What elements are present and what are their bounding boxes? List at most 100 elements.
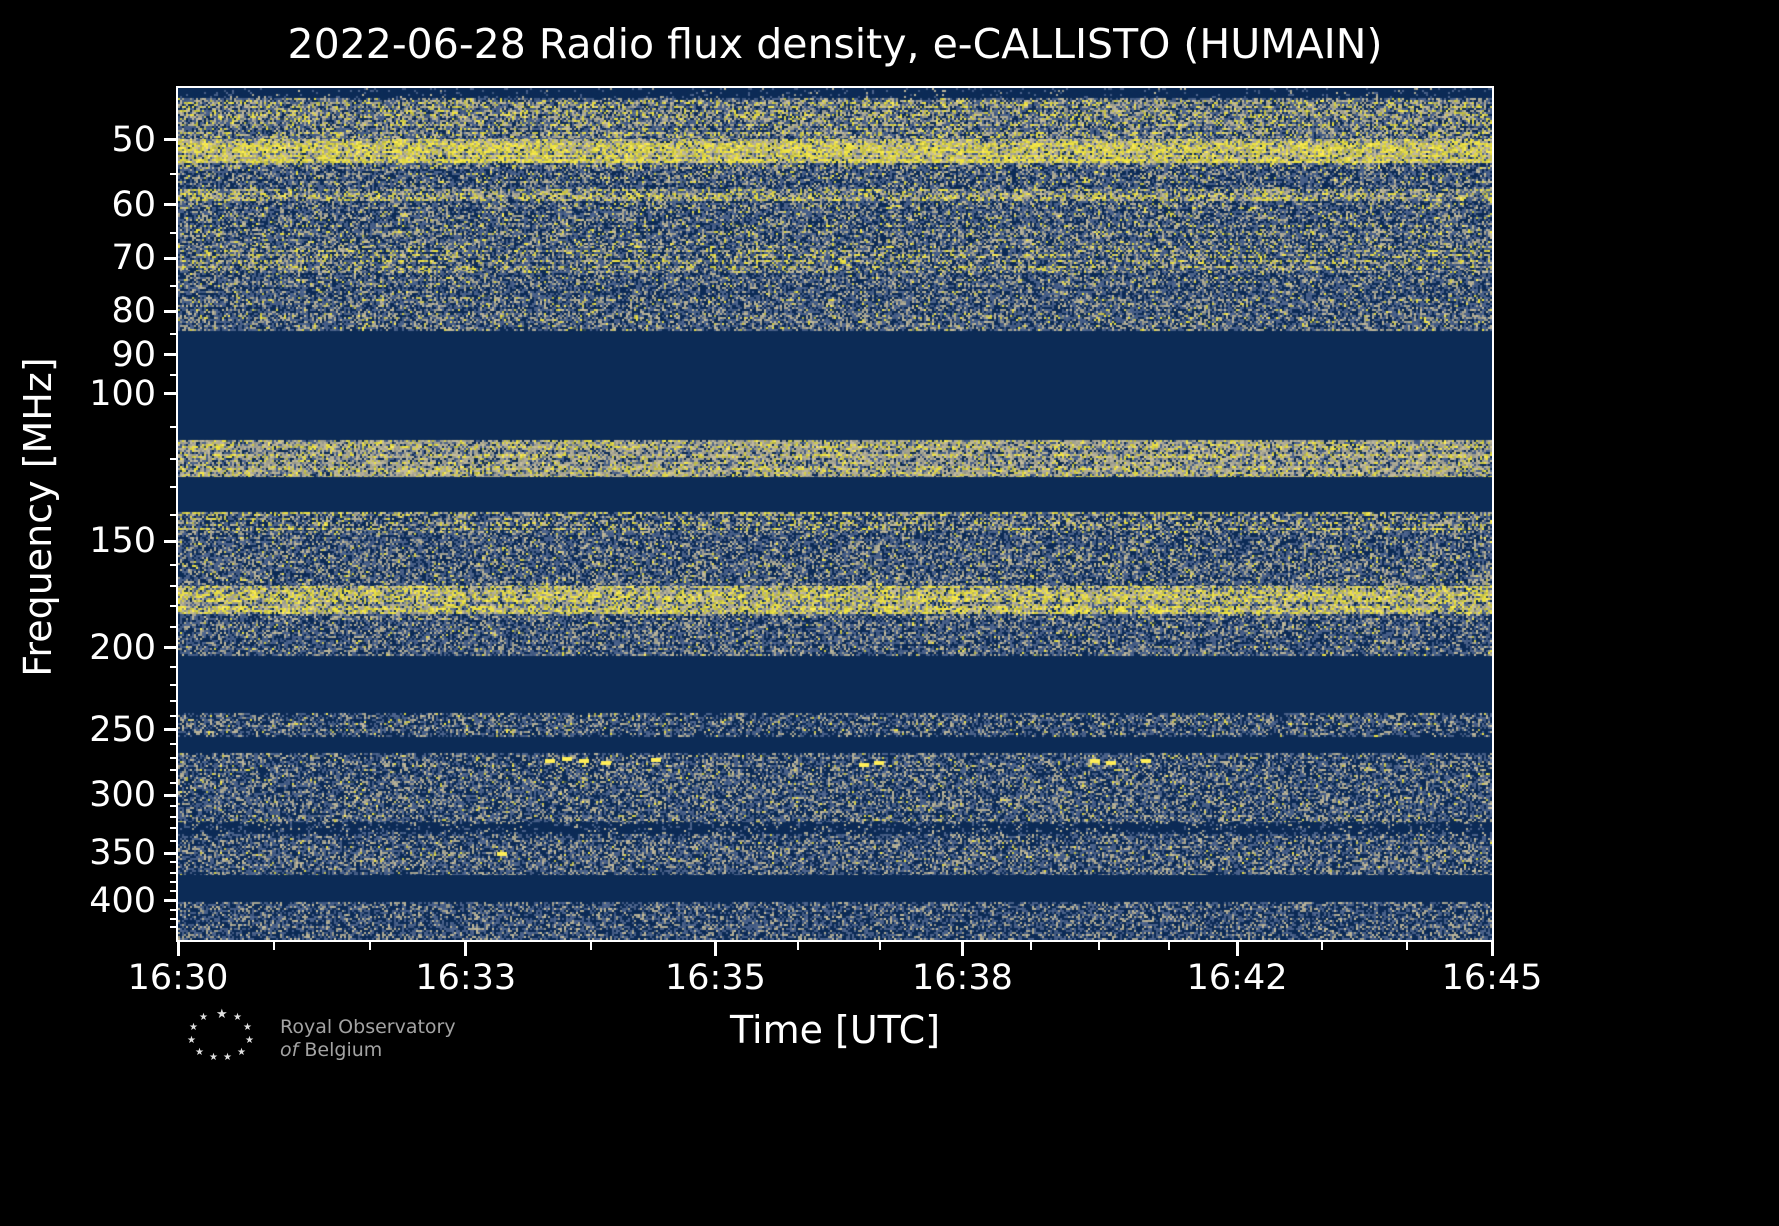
rob-logo-line1: Royal Observatory [280, 1016, 456, 1038]
y-tick-label: 350 [89, 833, 156, 874]
y-axis-tick [164, 138, 178, 142]
rob-logo-of: of [280, 1039, 299, 1061]
x-axis-tick [1235, 942, 1239, 956]
star-icon: ★ [195, 1047, 204, 1058]
x-axis-tick [176, 942, 180, 956]
y-axis-minor-tick [170, 457, 178, 460]
star-icon: ★ [245, 1035, 254, 1046]
y-tick-label: 70 [111, 238, 156, 279]
rob-logo-text: Royal Observatory of Belgium [280, 1016, 456, 1062]
rob-logo-stars-icon: ★ ★ ★ ★ ★ ★ ★ ★ ★ ★ ★ [186, 1006, 258, 1064]
y-axis-minor-tick [170, 605, 178, 608]
x-tick-label: 16:38 [912, 958, 1013, 998]
x-tick-label: 16:45 [1441, 958, 1543, 998]
y-axis-minor-tick [170, 699, 178, 702]
x-axis-tick [1490, 942, 1494, 956]
star-icon: ★ [237, 1047, 246, 1058]
y-tick-label: 60 [111, 184, 156, 225]
x-axis-minor-tick [1167, 942, 1170, 950]
y-axis-minor-tick [170, 861, 178, 864]
y-tick-label: 250 [89, 709, 156, 750]
y-axis-minor-tick [170, 714, 178, 717]
star-icon: ★ [223, 1052, 232, 1063]
x-axis-label: Time [UTC] [729, 1008, 941, 1052]
y-tick-label: 50 [111, 119, 156, 160]
plot-area [176, 86, 1494, 942]
y-tick-label: 150 [89, 521, 156, 562]
y-axis-minor-tick [170, 173, 178, 176]
x-tick-label: 16:35 [664, 958, 766, 998]
x-axis-minor-tick [1321, 942, 1324, 950]
x-axis-minor-tick [1098, 942, 1101, 950]
x-axis-minor-tick [1405, 942, 1408, 950]
x-axis-minor-tick [589, 942, 592, 950]
y-axis-minor-tick [170, 743, 178, 746]
y-axis-minor-tick [170, 840, 178, 843]
y-axis-minor-tick [170, 684, 178, 687]
x-tick-label: 16:33 [415, 958, 517, 998]
y-axis-minor-tick [170, 782, 178, 785]
y-axis-minor-tick [170, 485, 178, 488]
y-axis-minor-tick [170, 333, 178, 336]
y-axis-minor-tick [170, 666, 178, 669]
y-tick-label: 300 [89, 775, 156, 816]
y-axis-tick [164, 539, 178, 543]
y-axis-tick [164, 309, 178, 313]
y-axis-minor-tick [170, 426, 178, 429]
x-axis-minor-tick [272, 942, 275, 950]
y-axis-minor-tick [170, 917, 178, 920]
y-axis-tick [164, 646, 178, 650]
y-axis-tick [164, 203, 178, 207]
spectrogram-canvas [178, 88, 1492, 940]
y-axis-minor-tick [170, 871, 178, 874]
y-axis-minor-tick [170, 926, 178, 929]
y-axis-minor-tick [170, 890, 178, 893]
y-axis-minor-tick [170, 816, 178, 819]
y-axis-minor-tick [170, 231, 178, 234]
chart-title: 2022-06-28 Radio flux density, e-CALLIST… [287, 20, 1383, 68]
x-axis-tick [960, 942, 964, 956]
rob-logo-line2: of Belgium [280, 1039, 456, 1062]
x-axis-minor-tick [797, 942, 800, 950]
x-axis-minor-tick [368, 942, 371, 950]
star-icon: ★ [233, 1012, 242, 1023]
y-axis-minor-tick [170, 513, 178, 516]
y-axis-minor-tick [170, 284, 178, 287]
x-axis-tick [713, 942, 717, 956]
x-tick-label: 16:30 [127, 958, 229, 998]
y-axis-minor-tick [170, 564, 178, 567]
y-axis-minor-tick [170, 756, 178, 759]
y-axis-tick [164, 392, 178, 396]
y-tick-label: 200 [89, 627, 156, 668]
star-icon: ★ [243, 1022, 252, 1033]
y-axis-minor-tick [170, 909, 178, 912]
y-axis-tick [164, 851, 178, 855]
x-axis-tick [464, 942, 468, 956]
y-axis-minor-tick [170, 769, 178, 772]
y-tick-label: 80 [111, 291, 156, 332]
y-tick-label: 400 [89, 880, 156, 921]
y-axis-tick [164, 728, 178, 732]
y-axis-tick [164, 793, 178, 797]
y-axis-minor-tick [170, 805, 178, 808]
star-icon: ★ [189, 1022, 198, 1033]
y-axis-minor-tick [170, 626, 178, 629]
star-icon: ★ [209, 1052, 218, 1063]
rob-logo-belgium: Belgium [304, 1039, 383, 1061]
star-icon: ★ [216, 1007, 228, 1022]
y-axis-minor-tick [170, 881, 178, 884]
star-icon: ★ [199, 1012, 208, 1023]
y-axis-minor-tick [170, 374, 178, 377]
y-axis-minor-tick [170, 827, 178, 830]
y-axis-minor-tick [170, 585, 178, 588]
y-tick-label: 90 [111, 334, 156, 375]
x-tick-label: 16:42 [1186, 958, 1288, 998]
y-axis-tick [164, 256, 178, 260]
y-axis-tick [164, 353, 178, 357]
star-icon: ★ [187, 1035, 196, 1046]
x-axis-minor-tick [1029, 942, 1032, 950]
y-tick-label: 100 [89, 373, 156, 414]
x-axis-minor-tick [878, 942, 881, 950]
y-axis-tick [164, 899, 178, 903]
